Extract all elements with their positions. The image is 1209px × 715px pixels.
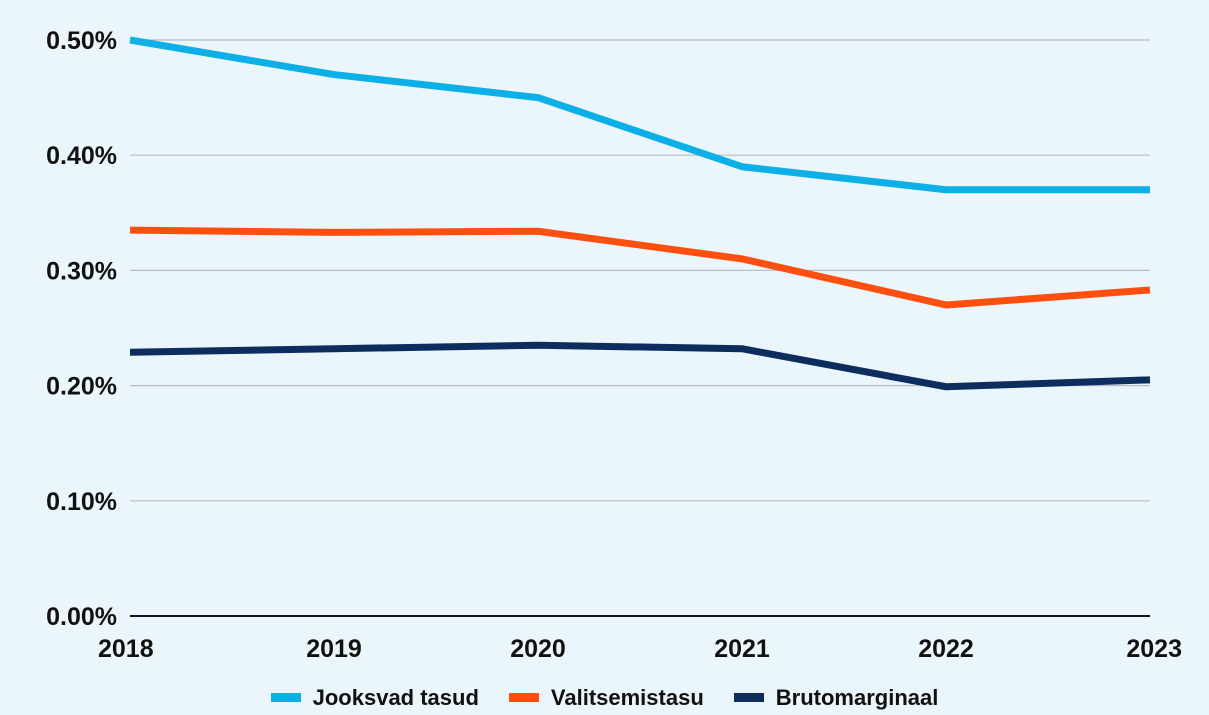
y-tick-label: 0.50% [46,27,117,55]
x-tick-label: 2018 [98,635,154,663]
legend-swatch-valitsemistasu [508,693,539,702]
legend-swatch-brutomarginaal [733,693,764,702]
series-line-valitsemistasu [129,226,1151,309]
series-lines [129,36,1151,391]
y-tick-label: 0.10% [46,488,117,516]
x-tick-label: 2023 [1126,635,1182,663]
x-tick-label: 2019 [306,635,362,663]
legend-item-valitsemistasu: Valitsemistasu [508,684,704,711]
gridlines [130,39,1150,617]
legend-label-jooksvad-tasud: Jooksvad tasud [312,684,479,710]
x-tick-label: 2021 [714,635,770,663]
line-chart: 0.00%0.10%0.20%0.30%0.40%0.50% 2018 2019 2… [46,27,1182,663]
y-tick-label: 0.30% [46,257,117,285]
legend-swatch-jooksvad-tasud [270,693,301,702]
x-tick-label: 2020 [510,635,566,663]
x-tick-label: 2022 [918,635,974,663]
y-axis-tick-labels: 0.00% 0.10% 0.20% 0.30% 0.40% 0.50% [46,27,117,631]
y-tick-label: 0.40% [46,142,117,170]
series-line-brutomarginaal [129,341,1151,391]
series-line-jooksvad-tasud [129,36,1150,194]
y-tick-label: 0.20% [46,373,117,401]
legend-label-valitsemistasu: Valitsemistasu [550,684,704,710]
y-tick-label: 0.00% [46,603,117,631]
legend-item-brutomarginaal: Brutomarginaal [733,684,939,711]
legend-item-jooksvad-tasud: Jooksvad tasud [270,684,479,711]
x-axis-tick-labels: 2018 2019 2020 2021 2022 2023 [98,635,1182,663]
legend-label-brutomarginaal: Brutomarginaal [775,684,939,710]
legend: Jooksvad tasud Valitsemistasu Brutomargi… [0,680,1209,715]
